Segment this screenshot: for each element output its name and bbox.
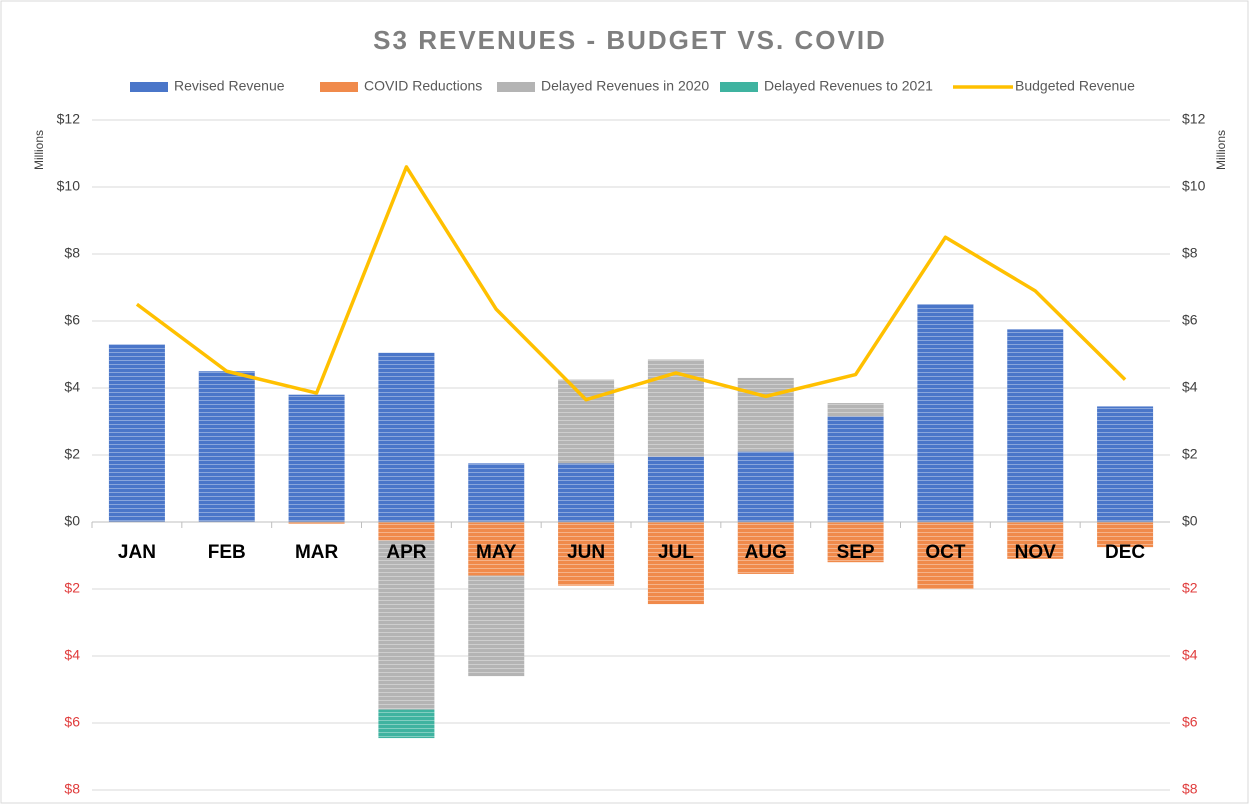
y-tick-label: $0: [64, 513, 80, 529]
x-tick-label: AUG: [745, 542, 787, 563]
x-tick-label: JUL: [658, 542, 694, 563]
y2-tick-label: $2: [1182, 580, 1198, 596]
bar-texture: [917, 522, 974, 589]
y-tick-label: $2: [64, 580, 80, 596]
y-tick-label: $6: [64, 312, 80, 328]
legend-swatch: [320, 82, 358, 92]
y-tick-label: $4: [64, 647, 80, 663]
bar-texture: [647, 456, 704, 522]
bar-texture: [468, 463, 525, 522]
x-tick-label: MAY: [476, 542, 517, 563]
bar-texture: [1097, 522, 1154, 548]
x-tick-label: DEC: [1105, 542, 1145, 563]
x-tick-label: APR: [386, 542, 426, 563]
chart-title: S3 REVENUES - BUDGET VS. COVID: [373, 25, 887, 55]
y2-tick-label: $4: [1182, 379, 1198, 395]
bar-texture: [378, 709, 435, 739]
bar-texture: [827, 403, 884, 417]
bar-texture: [198, 371, 255, 522]
legend-swatch: [497, 82, 535, 92]
x-tick-label: JAN: [118, 542, 156, 563]
bar-texture: [1007, 522, 1064, 559]
bar-texture: [827, 522, 884, 563]
y-tick-label: $8: [64, 245, 80, 261]
y2-axis-label: Millions: [1214, 130, 1228, 170]
bar-texture: [647, 522, 704, 605]
bar-texture: [468, 575, 525, 677]
bar-texture: [378, 352, 435, 522]
y2-tick-label: $2: [1182, 446, 1198, 462]
y2-tick-label: $6: [1182, 714, 1198, 730]
y-axis-label: Millions: [32, 130, 46, 170]
y2-tick-label: $6: [1182, 312, 1198, 328]
legend-swatch: [130, 82, 168, 92]
bar-texture: [378, 540, 435, 710]
y-tick-label: $6: [64, 714, 80, 730]
bar-texture: [558, 463, 615, 522]
legend-swatch: [720, 82, 758, 92]
bar-texture: [1007, 329, 1064, 522]
bar-texture: [378, 522, 435, 541]
x-tick-label: SEP: [837, 542, 875, 563]
y-tick-label: $2: [64, 446, 80, 462]
x-tick-label: OCT: [925, 542, 966, 563]
y-tick-label: $12: [57, 111, 81, 127]
y2-tick-label: $8: [1182, 245, 1198, 261]
x-tick-label: JUN: [567, 542, 605, 563]
y-tick-label: $10: [57, 178, 81, 194]
legend-label: Delayed Revenues to 2021: [764, 78, 933, 94]
bar-texture: [1097, 406, 1154, 522]
bar-texture: [288, 522, 345, 524]
y2-tick-label: $4: [1182, 647, 1198, 663]
legend-label: Budgeted Revenue: [1015, 78, 1135, 94]
y-tick-label: $8: [64, 781, 80, 797]
bar-texture: [288, 394, 345, 522]
y2-tick-label: $10: [1182, 178, 1206, 194]
bar-texture: [917, 304, 974, 522]
y2-tick-label: $8: [1182, 781, 1198, 797]
x-tick-label: NOV: [1015, 542, 1057, 563]
x-tick-label: FEB: [208, 542, 246, 563]
y-tick-label: $4: [64, 379, 80, 395]
bar-texture: [108, 344, 165, 522]
bar-texture: [558, 522, 615, 586]
legend-label: Revised Revenue: [174, 78, 285, 94]
bar-texture: [737, 451, 794, 522]
bar-texture: [468, 522, 525, 576]
bar-texture: [737, 377, 794, 452]
legend-label: Delayed Revenues in 2020: [541, 78, 709, 94]
x-tick-label: MAR: [295, 542, 339, 563]
bar-texture: [827, 416, 884, 522]
bar-texture: [647, 359, 704, 457]
y2-tick-label: $12: [1182, 111, 1206, 127]
legend-label: COVID Reductions: [364, 78, 482, 94]
y2-tick-label: $0: [1182, 513, 1198, 529]
line: [135, 165, 1127, 402]
bar-texture: [737, 522, 794, 574]
